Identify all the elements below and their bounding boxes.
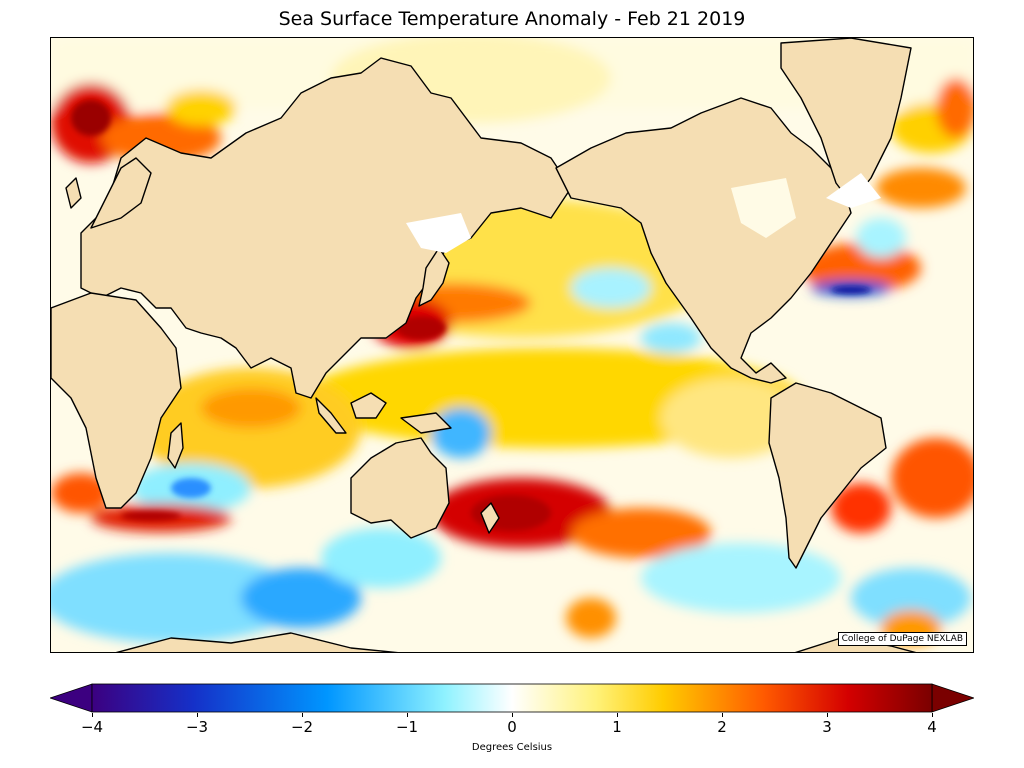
north-america-landmass (555, 97, 852, 384)
colorbar-tick-label: −4 (80, 718, 104, 736)
colorbar-body (91, 683, 933, 713)
colorbar-tick-label: 4 (927, 718, 937, 736)
colorbar-tick-label: 3 (822, 718, 832, 736)
uk-landmass (65, 177, 82, 209)
madagascar-landmass (167, 422, 184, 469)
colorbar-tick-mark (407, 713, 408, 717)
south-america-landmass (768, 382, 887, 569)
colorbar-tick-label: 0 (507, 718, 517, 736)
colorbar-max-extend (931, 683, 974, 713)
colorbar-tick-mark (512, 713, 513, 717)
colorbar-min-extend (50, 683, 93, 713)
colorbar (50, 683, 974, 713)
colorbar-tick-label: −3 (185, 718, 209, 736)
sumatra-landmass (315, 397, 347, 434)
borneo-landmass (350, 392, 387, 419)
ice-masks (406, 173, 881, 253)
new-zealand-landmass (480, 502, 500, 534)
new-guinea-landmass (400, 412, 452, 434)
colorbar-tick-mark (302, 713, 303, 717)
colorbar-label: Degrees Celsius (471, 742, 553, 753)
colorbar-tick-mark (722, 713, 723, 717)
map-canvas (51, 38, 973, 652)
australia-landmass (350, 437, 450, 539)
colorbar-tick-label: 1 (612, 718, 622, 736)
colorbar-tick-label: 2 (717, 718, 727, 736)
colorbar-tick-label: −1 (395, 718, 419, 736)
chart-title: Sea Surface Temperature Anomaly - Feb 21… (278, 8, 746, 30)
colorbar-tick-mark (827, 713, 828, 717)
scandinavia-landmass (90, 157, 152, 229)
colorbar-tick-mark (617, 713, 618, 717)
credit-label: College of DuPage NEXLAB (837, 632, 967, 646)
africa-landmass (51, 292, 182, 509)
colorbar-tick-mark (932, 713, 933, 717)
sst-anomaly-map: College of DuPage NEXLAB (50, 37, 974, 653)
land (51, 38, 917, 652)
colorbar-tick-mark (92, 713, 93, 717)
colorbar-tick-mark (197, 713, 198, 717)
colorbar-tick-label: −2 (290, 718, 314, 736)
antarctica-landmass (115, 632, 399, 652)
